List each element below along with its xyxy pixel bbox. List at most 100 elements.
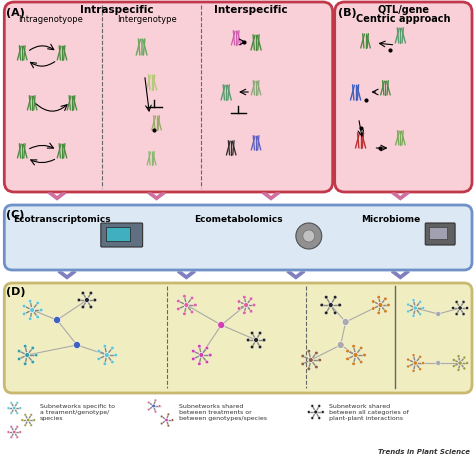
Circle shape: [10, 412, 12, 414]
Circle shape: [27, 418, 30, 422]
Circle shape: [84, 298, 90, 302]
Circle shape: [167, 425, 170, 427]
Circle shape: [193, 303, 197, 307]
Text: Centric approach: Centric approach: [356, 14, 451, 24]
Circle shape: [436, 360, 441, 365]
Text: Intragenotyope: Intragenotyope: [18, 15, 82, 24]
Circle shape: [307, 367, 310, 371]
FancyBboxPatch shape: [425, 223, 455, 245]
Circle shape: [377, 295, 381, 299]
Circle shape: [419, 368, 422, 371]
Circle shape: [31, 346, 35, 350]
Circle shape: [353, 353, 358, 358]
Circle shape: [177, 307, 180, 311]
Circle shape: [383, 297, 387, 300]
Circle shape: [191, 357, 195, 360]
Circle shape: [412, 299, 415, 302]
Circle shape: [16, 436, 18, 438]
Circle shape: [318, 404, 320, 407]
Text: Subnetworks shared
between treatments or
between genotypes/species: Subnetworks shared between treatments or…: [180, 404, 267, 420]
Circle shape: [325, 311, 328, 315]
Circle shape: [378, 302, 383, 307]
Circle shape: [455, 300, 458, 304]
Circle shape: [199, 353, 204, 358]
Circle shape: [97, 349, 100, 353]
Circle shape: [250, 345, 254, 349]
Circle shape: [342, 318, 349, 326]
Circle shape: [19, 431, 21, 433]
Circle shape: [318, 417, 320, 420]
Circle shape: [171, 419, 174, 421]
Circle shape: [31, 360, 35, 364]
FancyBboxPatch shape: [4, 283, 472, 393]
Circle shape: [16, 425, 18, 428]
Circle shape: [19, 407, 21, 409]
Circle shape: [77, 298, 81, 302]
Text: (D): (D): [6, 287, 26, 297]
Circle shape: [250, 331, 254, 335]
Circle shape: [35, 353, 38, 357]
Circle shape: [110, 346, 114, 350]
Circle shape: [18, 357, 21, 360]
Circle shape: [81, 291, 85, 295]
Circle shape: [413, 361, 418, 365]
Circle shape: [12, 430, 16, 434]
Circle shape: [237, 300, 241, 303]
Circle shape: [154, 410, 157, 413]
Circle shape: [22, 312, 26, 316]
Circle shape: [36, 315, 39, 319]
Circle shape: [7, 431, 9, 433]
Circle shape: [413, 306, 418, 310]
Circle shape: [325, 295, 328, 299]
Text: Ecotranscriptomics: Ecotranscriptomics: [13, 215, 111, 224]
Circle shape: [182, 294, 186, 298]
Circle shape: [303, 230, 315, 242]
Circle shape: [36, 301, 39, 305]
Text: Ecometabolomics: Ecometabolomics: [194, 215, 283, 224]
Circle shape: [160, 415, 163, 418]
Circle shape: [237, 307, 241, 310]
Circle shape: [243, 311, 246, 315]
Circle shape: [333, 311, 337, 315]
Circle shape: [452, 306, 455, 310]
Circle shape: [328, 302, 333, 307]
Circle shape: [154, 399, 157, 402]
Polygon shape: [392, 193, 410, 200]
Circle shape: [184, 302, 189, 307]
Circle shape: [30, 414, 32, 416]
Circle shape: [359, 360, 363, 364]
Circle shape: [457, 354, 460, 358]
Circle shape: [407, 365, 410, 368]
Circle shape: [21, 419, 24, 421]
Circle shape: [16, 402, 18, 404]
Circle shape: [372, 300, 375, 303]
FancyBboxPatch shape: [335, 2, 472, 192]
Circle shape: [463, 356, 466, 359]
Circle shape: [419, 313, 422, 316]
Circle shape: [318, 358, 321, 362]
Text: Trends in Plant Science: Trends in Plant Science: [378, 449, 470, 455]
Circle shape: [419, 300, 422, 303]
Circle shape: [24, 414, 27, 416]
Circle shape: [308, 358, 313, 362]
Text: Subnetworks specific to
a treament/genotype/
species: Subnetworks specific to a treament/genot…: [40, 404, 115, 420]
Circle shape: [337, 342, 344, 349]
Circle shape: [158, 405, 161, 407]
Circle shape: [252, 303, 256, 307]
Circle shape: [10, 425, 12, 428]
Circle shape: [352, 362, 356, 365]
Circle shape: [372, 307, 375, 310]
Circle shape: [54, 316, 61, 323]
Circle shape: [28, 300, 32, 303]
Circle shape: [160, 422, 163, 425]
Text: QTL/gene: QTL/gene: [377, 5, 429, 15]
Circle shape: [307, 349, 310, 353]
Circle shape: [311, 404, 314, 407]
Circle shape: [311, 417, 314, 420]
Circle shape: [16, 412, 18, 414]
Circle shape: [462, 300, 465, 304]
Circle shape: [457, 368, 460, 371]
Bar: [106, 227, 130, 241]
Circle shape: [243, 295, 246, 299]
Text: Intraspecific: Intraspecific: [80, 5, 154, 15]
